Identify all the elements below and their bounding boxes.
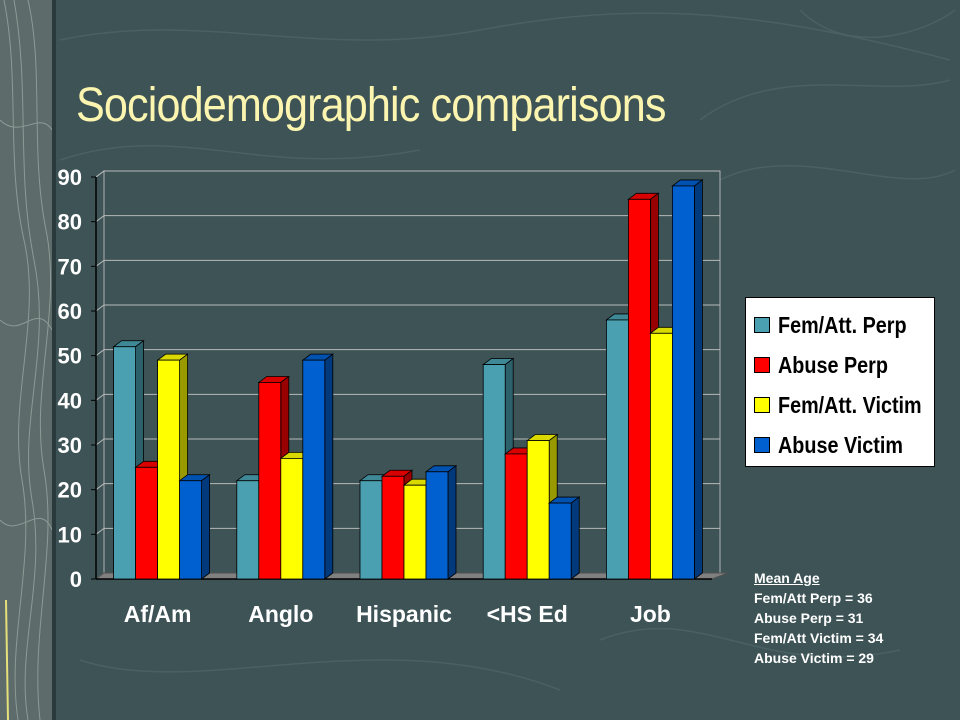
bar-front (157, 359, 181, 580)
gridline (95, 170, 720, 178)
bar-side (324, 353, 334, 580)
bar-front (280, 457, 304, 580)
gridline (95, 215, 720, 223)
note-line: Abuse Victim = 29 (754, 650, 874, 666)
chart-bars (112, 179, 704, 580)
bar-front (179, 480, 203, 580)
plot-side-wall (95, 170, 105, 580)
note-header: Mean Age (754, 570, 820, 586)
y-tick-label: 70 (58, 254, 82, 279)
bar-side (201, 473, 211, 580)
y-tick-label: 30 (58, 433, 82, 458)
bar-front (113, 346, 136, 580)
bar-front (135, 466, 159, 580)
legend-item-abuse-victim: Abuse Victim (754, 430, 923, 460)
y-tick-label: 20 (58, 478, 82, 503)
bar (424, 464, 458, 580)
gridline (95, 349, 720, 357)
y-tick-label: 80 (58, 210, 82, 235)
x-tick-label: Hispanic (356, 601, 452, 627)
bar-front (606, 319, 629, 580)
bar-side (570, 496, 580, 580)
chart-legend: Fem/Att. Perp Abuse Perp Fem/Att. Victim… (745, 297, 935, 467)
bar-front (236, 480, 260, 580)
legend-swatch (754, 357, 770, 373)
bar-side (447, 464, 457, 580)
x-tick-label: Anglo (248, 601, 313, 627)
legend-label: Fem/Att. Victim (778, 391, 922, 418)
chart-labels: 0 10 20 30 40 50 60 70 80 90 Af/Am Anglo Hispanic <HS… (58, 165, 671, 627)
bar-front (403, 484, 427, 580)
y-tick-label: 10 (58, 522, 82, 547)
gridline (95, 438, 720, 446)
bar-front (258, 382, 282, 580)
bar-front (425, 471, 449, 580)
note-line: Fem/Att Perp = 36 (754, 590, 873, 606)
x-tick-label: Job (630, 601, 671, 627)
bar (671, 179, 704, 580)
legend-item-fem-att-perp: Fem/Att. Perp (754, 310, 928, 340)
bar (548, 496, 581, 580)
y-tick-label: 60 (58, 299, 82, 324)
bar-front (504, 453, 528, 580)
bar (301, 353, 334, 580)
gridline (95, 393, 720, 401)
note-line: Fem/Att Victim = 34 (754, 630, 884, 646)
x-tick-label: <HS Ed (487, 601, 568, 627)
legend-item-fem-att-victim: Fem/Att. Victim (754, 390, 945, 420)
x-tick-label: Af/Am (124, 601, 192, 627)
y-tick-label: 90 (58, 165, 82, 190)
bar-front (482, 364, 506, 580)
gridline (95, 259, 720, 267)
legend-swatch (754, 437, 770, 453)
bar-front (628, 198, 651, 580)
bar-front (526, 440, 550, 580)
legend-label: Abuse Perp (778, 351, 888, 378)
page-title: Sociodemographic comparisons (76, 79, 666, 132)
legend-label: Abuse Victim (778, 431, 903, 458)
legend-item-abuse-perp: Abuse Perp (754, 350, 906, 380)
gridline (95, 304, 720, 312)
bar-front (672, 185, 695, 580)
bar (178, 473, 211, 580)
legend-label: Fem/Att. Perp (778, 311, 907, 338)
bar-front (359, 480, 383, 580)
legend-swatch (754, 397, 770, 413)
bar-front (302, 359, 326, 580)
mean-age-note: Mean Age Fem/Att Perp = 36 Abuse Perp = … (754, 568, 883, 668)
y-tick-label: 0 (70, 567, 82, 592)
bar-front (650, 332, 673, 580)
note-line: Abuse Perp = 31 (754, 610, 864, 626)
y-tick-label: 40 (58, 388, 82, 413)
y-tick-label: 50 (58, 344, 82, 369)
bar-front (548, 502, 572, 580)
bar-front (381, 475, 405, 580)
bar-side (694, 179, 703, 580)
legend-swatch (754, 317, 770, 333)
